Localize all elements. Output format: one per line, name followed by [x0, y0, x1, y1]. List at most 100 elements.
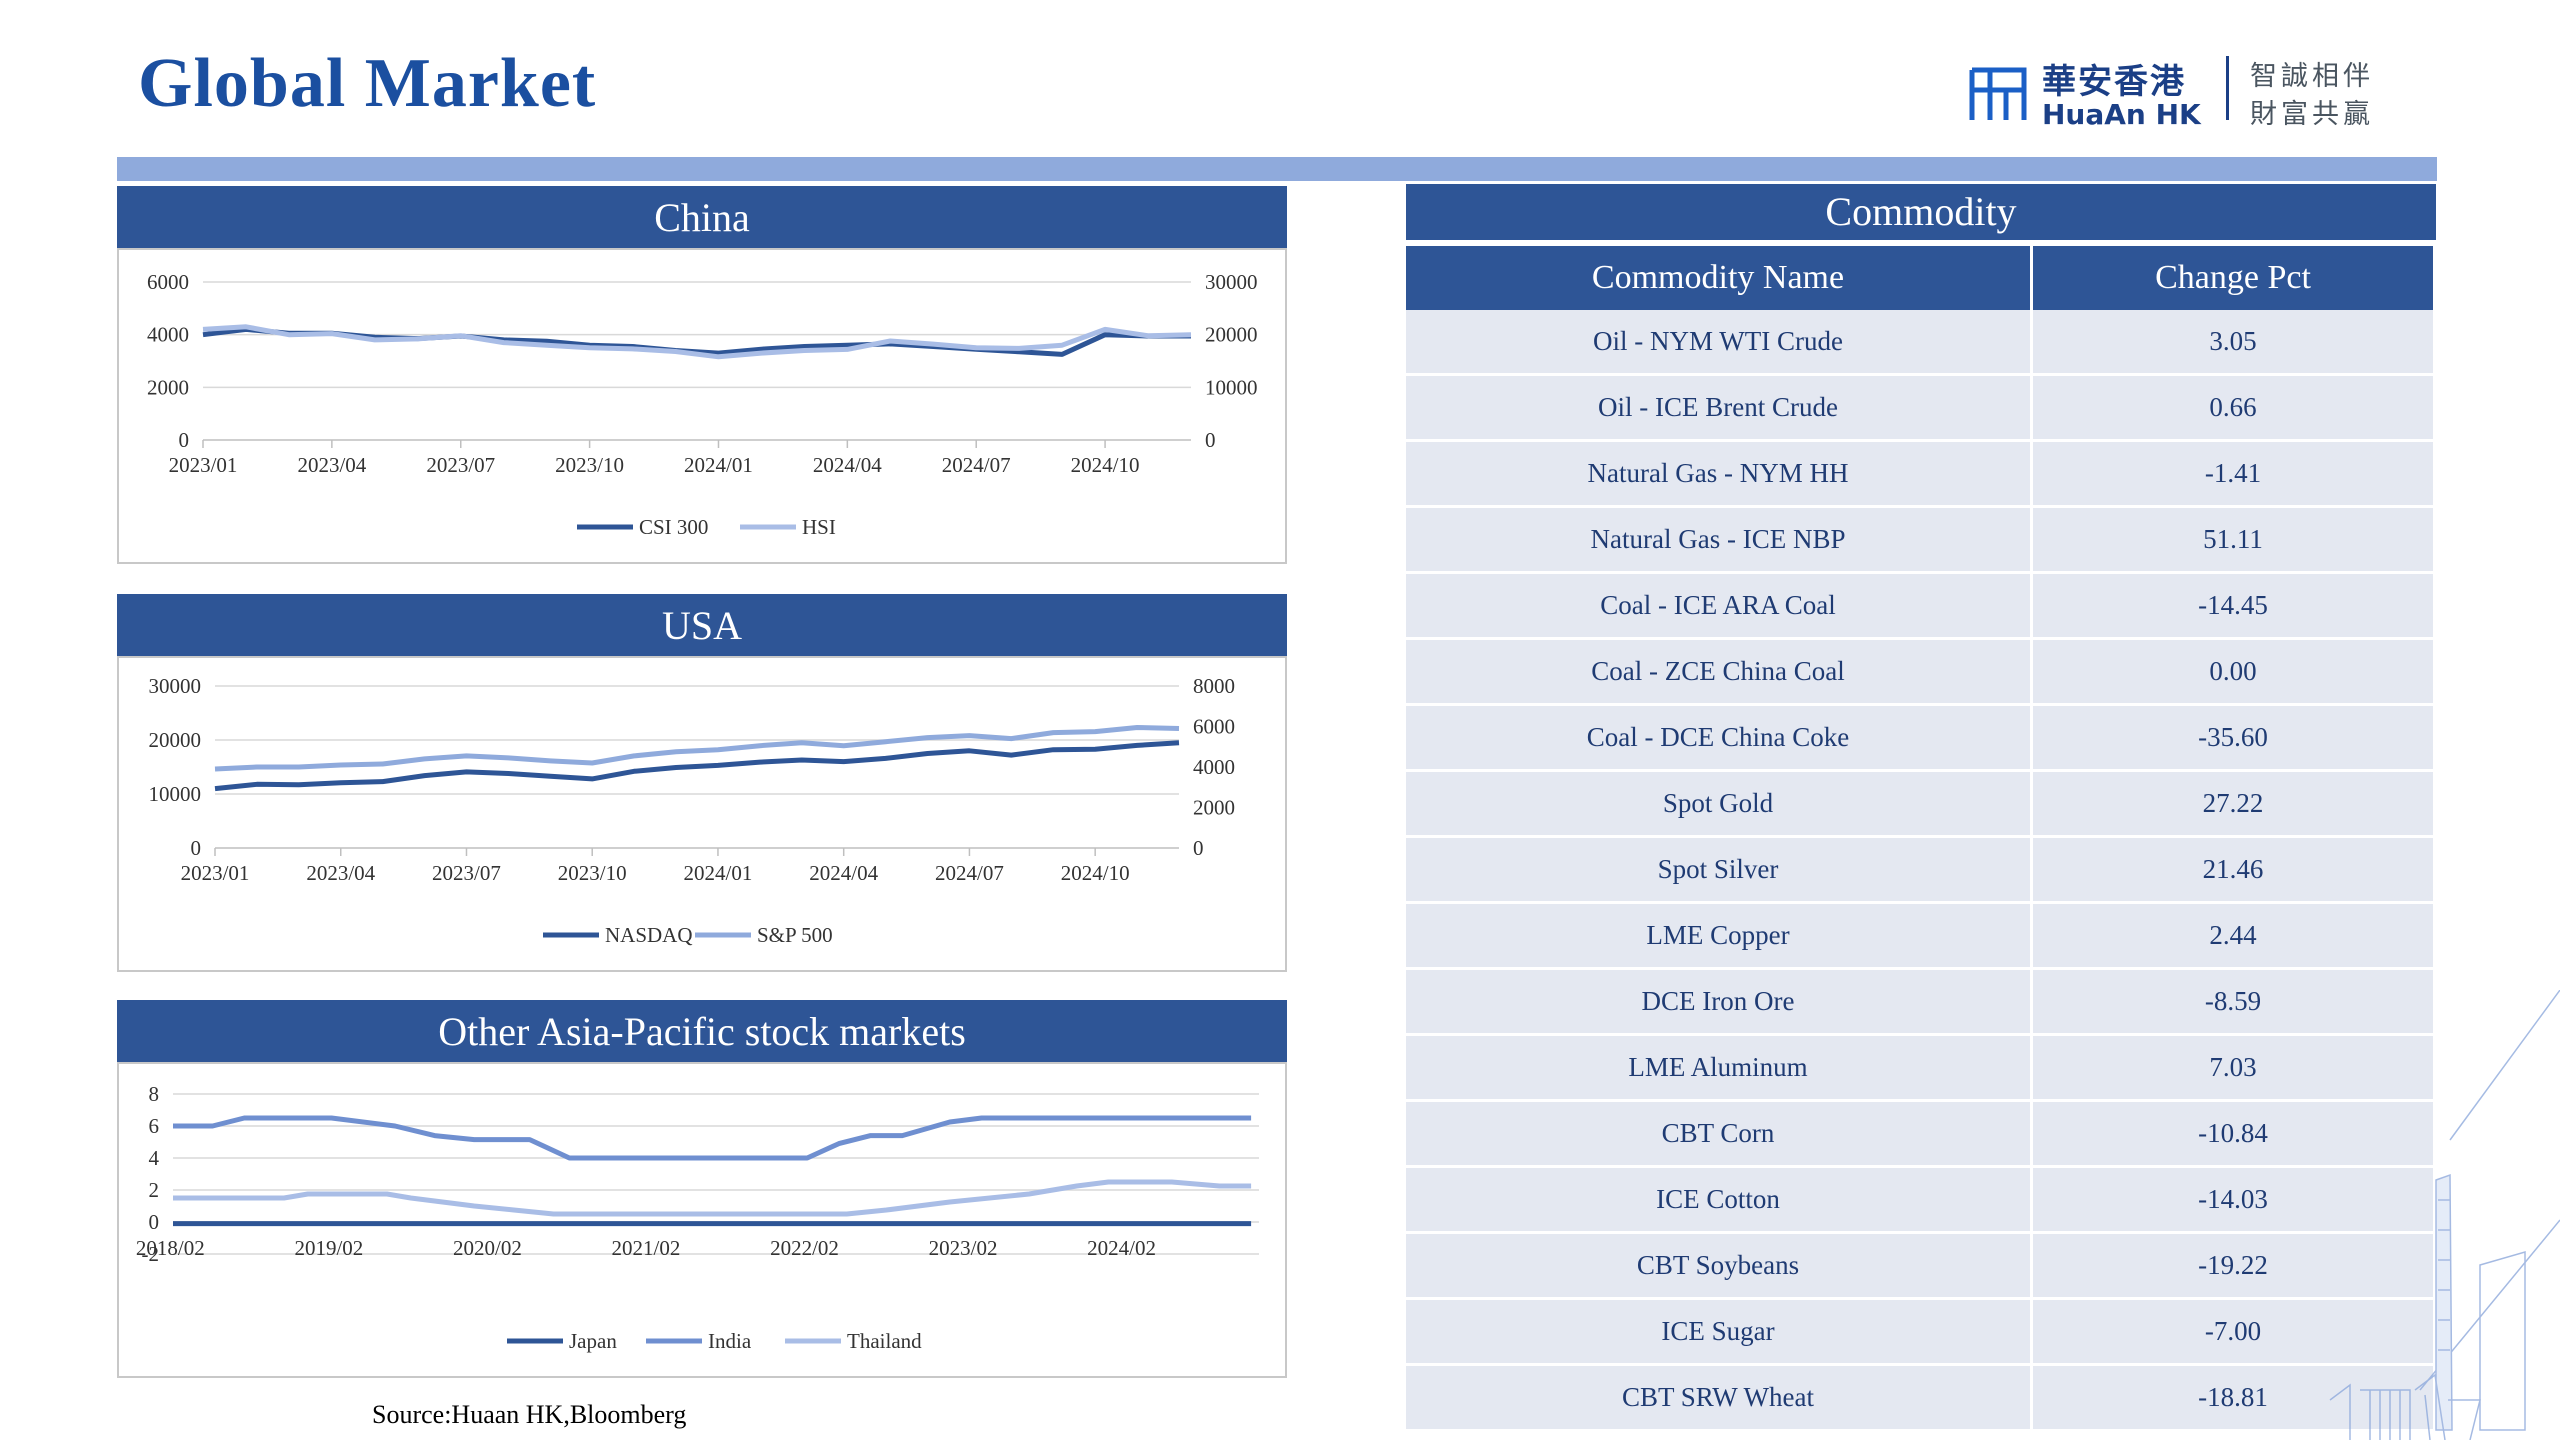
y-right-tick-label: 6000 — [1193, 715, 1235, 739]
commodity-row: DCE Iron Ore -8.59 — [1406, 970, 2436, 1036]
commodity-row: Oil - ICE Brent Crude 0.66 — [1406, 376, 2436, 442]
commodity-name-cell: Natural Gas - ICE NBP — [1406, 508, 2033, 574]
y-left-tick-label: 0 — [191, 836, 202, 860]
x-tick-label: 2024/02 — [1087, 1236, 1156, 1260]
change-pct-cell: 27.22 — [2033, 772, 2436, 838]
commodity-name-cell: Spot Silver — [1406, 838, 2033, 904]
y-left-tick-label: 20000 — [149, 728, 202, 752]
commodity-row: Coal - ZCE China Coal 0.00 — [1406, 640, 2436, 706]
commodity-table-header-row: Commodity Name Change Pct — [1406, 246, 2436, 310]
commodity-name-cell: ICE Cotton — [1406, 1168, 2033, 1234]
x-tick-label: 2023/07 — [432, 861, 501, 885]
y-right-tick-label: 20000 — [1205, 323, 1258, 347]
change-pct-cell: -8.59 — [2033, 970, 2436, 1036]
commodity-table-body: Oil - NYM WTI Crude 3.05 Oil - ICE Brent C… — [1406, 310, 2436, 1432]
commodity-name-cell: Coal - ZCE China Coal — [1406, 640, 2033, 706]
page-title: Global Market — [138, 45, 597, 122]
legend-label: S&P 500 — [757, 923, 833, 947]
commodity-name-cell: ICE Sugar — [1406, 1300, 2033, 1366]
commodity-name-cell: Oil - NYM WTI Crude — [1406, 310, 2033, 376]
usa-panel-header: USA — [117, 594, 1287, 656]
usa-chart-panel: 0 10000 20000 30000 0 2000 4000 6000 8000 2023/01… — [117, 656, 1287, 972]
y-tick-label: -2 — [142, 1242, 160, 1266]
y-right-tick-label: 0 — [1205, 428, 1216, 452]
logo-english-name: HuaAn HK — [2042, 98, 2201, 131]
change-pct-cell: -7.00 — [2033, 1300, 2436, 1366]
y-tick-label: 8 — [149, 1082, 160, 1106]
y-left-tick-label: 4000 — [147, 323, 189, 347]
change-pct-cell: -14.03 — [2033, 1168, 2436, 1234]
commodity-name-cell: Oil - ICE Brent Crude — [1406, 376, 2033, 442]
commodity-row: Coal - ICE ARA Coal -14.45 — [1406, 574, 2436, 640]
commodity-table: Commodity Name Change Pct Oil - NYM WTI … — [1406, 246, 2436, 1432]
x-tick-label: 2019/02 — [294, 1236, 363, 1260]
commodity-row: CBT Soybeans -19.22 — [1406, 1234, 2436, 1300]
x-tick-label: 2024/01 — [684, 861, 753, 885]
y-right-tick-label: 8000 — [1193, 674, 1235, 698]
change-pct-cell: -1.41 — [2033, 442, 2436, 508]
x-tick-label: 2024/04 — [813, 453, 882, 477]
change-pct-cell: 51.11 — [2033, 508, 2436, 574]
series-line-india — [173, 1115, 1252, 1161]
series-line-nasdaq — [214, 740, 1180, 792]
decorative-skyline-graphic — [2329, 990, 2560, 1440]
x-tick-label: 2024/01 — [684, 453, 753, 477]
series-line-csi-300 — [202, 326, 1191, 357]
apac-panel-header: Other Asia-Pacific stock markets — [117, 1000, 1287, 1062]
y-left-tick-label: 30000 — [149, 674, 202, 698]
commodity-row: LME Aluminum 7.03 — [1406, 1036, 2436, 1102]
y-tick-label: 0 — [149, 1210, 160, 1234]
commodity-name-cell: LME Aluminum — [1406, 1036, 2033, 1102]
x-tick-label: 2024/07 — [942, 453, 1011, 477]
legend-label: HSI — [802, 515, 836, 539]
x-tick-label: 2023/01 — [169, 453, 238, 477]
logo-divider — [2226, 56, 2229, 120]
change-pct-cell: -18.81 — [2033, 1366, 2436, 1432]
commodity-row: Natural Gas - ICE NBP 51.11 — [1406, 508, 2436, 574]
commodity-row: Oil - NYM WTI Crude 3.05 — [1406, 310, 2436, 376]
commodity-row: Coal - DCE China Coke -35.60 — [1406, 706, 2436, 772]
x-tick-label: 2024/10 — [1071, 453, 1140, 477]
x-tick-label: 2024/07 — [935, 861, 1004, 885]
commodity-row: ICE Cotton -14.03 — [1406, 1168, 2436, 1234]
y-right-tick-label: 10000 — [1205, 375, 1258, 399]
x-tick-label: 2020/02 — [453, 1236, 522, 1260]
china-line-chart: 0 2000 4000 6000 0 10000 20000 30000 2023/01 2023… — [147, 270, 1258, 539]
header-accent-bar — [117, 157, 2437, 181]
x-tick-label: 2023/10 — [555, 453, 624, 477]
x-tick-label: 2023/01 — [181, 861, 250, 885]
china-panel-header: China — [117, 186, 1287, 248]
usa-line-chart: 0 10000 20000 30000 0 2000 4000 6000 8000 2023/01… — [149, 674, 1236, 947]
y-tick-label: 6 — [149, 1114, 160, 1138]
change-pct-cell: 3.05 — [2033, 310, 2436, 376]
y-tick-label: 4 — [149, 1146, 160, 1170]
commodity-name-cell: CBT SRW Wheat — [1406, 1366, 2033, 1432]
commodity-name-cell: Coal - DCE China Coke — [1406, 706, 2033, 772]
change-pct-cell: -14.45 — [2033, 574, 2436, 640]
commodity-name-cell: CBT Corn — [1406, 1102, 2033, 1168]
apac-line-chart: -2 0 2 4 6 8 2018/02 2019/02 2020/02 2021/02 2022/… — [136, 1082, 1259, 1353]
change-pct-cell: 2.44 — [2033, 904, 2436, 970]
x-tick-label: 2023/10 — [558, 861, 627, 885]
commodity-name-cell: Coal - ICE ARA Coal — [1406, 574, 2033, 640]
x-tick-label: 2023/04 — [297, 453, 366, 477]
commodity-name-cell: CBT Soybeans — [1406, 1234, 2033, 1300]
commodity-row: CBT SRW Wheat -18.81 — [1406, 1366, 2436, 1432]
china-chart-panel: 0 2000 4000 6000 0 10000 20000 30000 2023/01 2023… — [117, 248, 1287, 564]
commodity-row: LME Copper 2.44 — [1406, 904, 2436, 970]
change-pct-cell: -10.84 — [2033, 1102, 2436, 1168]
commodity-row: ICE Sugar -7.00 — [1406, 1300, 2436, 1366]
change-pct-cell: -35.60 — [2033, 706, 2436, 772]
x-tick-label: 2022/02 — [770, 1236, 839, 1260]
commodity-header: Commodity — [1406, 184, 2436, 240]
commodity-row: Spot Silver 21.46 — [1406, 838, 2436, 904]
x-tick-label: 2021/02 — [612, 1236, 681, 1260]
logo-chinese-name: 華安香港 — [2042, 62, 2186, 102]
y-left-tick-label: 0 — [179, 428, 190, 452]
x-tick-label: 2023/04 — [306, 861, 375, 885]
y-right-tick-label: 30000 — [1205, 270, 1258, 294]
commodity-name-cell: Natural Gas - NYM HH — [1406, 442, 2033, 508]
source-note: Source:Huaan HK,Bloomberg — [372, 1400, 687, 1429]
legend-label: Thailand — [847, 1329, 922, 1353]
x-tick-label: 2023/07 — [426, 453, 495, 477]
